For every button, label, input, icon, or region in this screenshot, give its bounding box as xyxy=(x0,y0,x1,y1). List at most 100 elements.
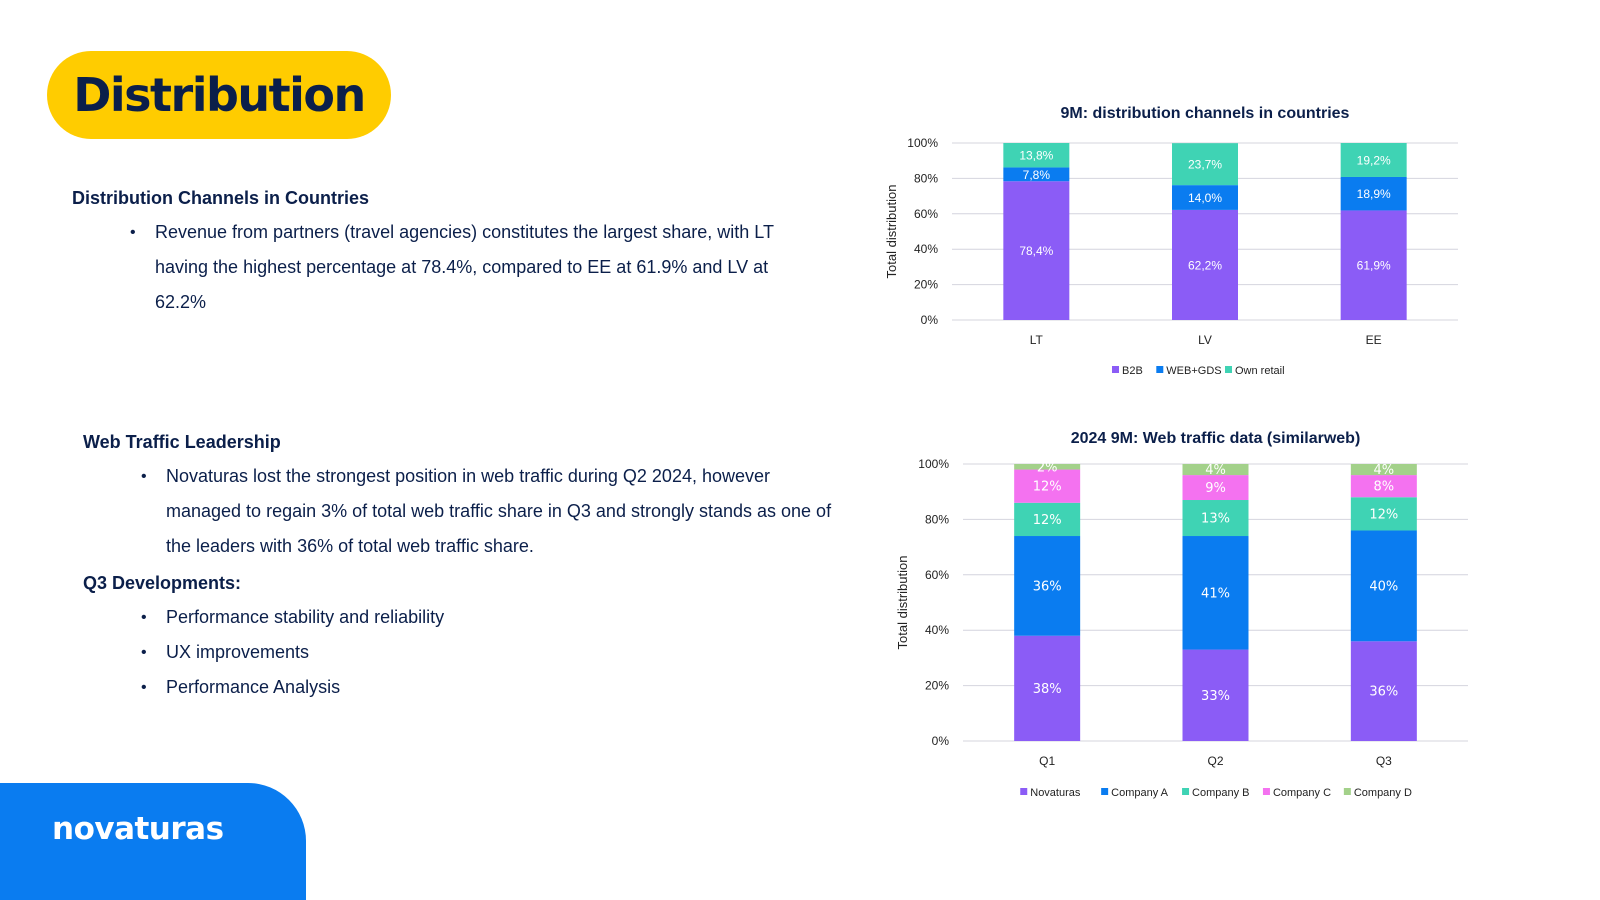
y-tick-label: 60% xyxy=(925,568,949,582)
data-label: 33% xyxy=(1201,689,1230,704)
bar-segment xyxy=(1340,210,1407,320)
legend-item: Novaturas xyxy=(1030,787,1081,799)
bar-segment xyxy=(1350,464,1417,476)
y-tick-label: 100% xyxy=(907,136,938,150)
bar-segment xyxy=(1182,500,1249,537)
data-label: 40% xyxy=(1369,579,1398,594)
data-label: 36% xyxy=(1033,579,1062,594)
legend-item: Company A xyxy=(1111,787,1169,799)
data-label: 4% xyxy=(1374,463,1395,478)
data-label: 8% xyxy=(1374,480,1395,495)
distribution-chart-svg: 9M: distribution channels in countries 0%… xyxy=(884,105,1458,377)
web-traffic-heading: Web Traffic Leadership xyxy=(83,432,281,452)
legend-item: Company C xyxy=(1273,787,1331,799)
y-tick-label: 0% xyxy=(921,313,939,327)
q3-heading: Q3 Developments: xyxy=(83,573,242,593)
web-traffic-chart: 2024 9M: Web traffic data (similarweb) 0%… xyxy=(880,420,1500,820)
bar-segment xyxy=(1014,469,1081,503)
data-label: 14,0% xyxy=(1188,191,1222,205)
legend-swatch xyxy=(1101,788,1109,795)
legend-item: Company B xyxy=(1192,787,1249,799)
distribution-bullet-1: Revenue from partners (travel agencies) … xyxy=(130,215,820,320)
q3-bullet-3: Performance Analysis xyxy=(141,670,741,705)
x-tick-label: Q3 xyxy=(1376,754,1392,768)
bar-segment xyxy=(1172,209,1238,320)
legend-swatch xyxy=(1182,788,1190,795)
distribution-heading: Distribution Channels in Countries xyxy=(72,188,370,208)
bar-segment xyxy=(1003,167,1070,182)
bar-segment xyxy=(1172,143,1238,186)
x-tick-label: Q1 xyxy=(1039,754,1055,768)
bar-segment xyxy=(1182,464,1249,476)
bar-segment xyxy=(1003,181,1070,320)
bar-segment xyxy=(1182,475,1249,501)
y-tick-label: 80% xyxy=(914,171,938,185)
legend-swatch xyxy=(1225,366,1232,373)
y-tick-label: 20% xyxy=(914,278,938,292)
bar-segment xyxy=(1182,649,1249,741)
page-title: Distribution xyxy=(73,68,366,122)
bar-segment xyxy=(1014,536,1081,636)
data-label: 7,8% xyxy=(1023,168,1051,182)
data-label: 41% xyxy=(1201,586,1230,601)
data-label: 2% xyxy=(1037,460,1058,475)
q3-bullet-2: UX improvements xyxy=(141,635,741,670)
web-traffic-bullet-1: Novaturas lost the strongest position in… xyxy=(141,459,841,564)
legend-swatch xyxy=(1020,788,1028,795)
y-tick-label: 40% xyxy=(925,623,949,637)
distribution-bullets: Revenue from partners (travel agencies) … xyxy=(130,215,820,320)
bar-segment xyxy=(1350,497,1417,531)
data-label: 23,7% xyxy=(1188,158,1222,172)
data-label: 13% xyxy=(1201,512,1230,527)
bar-segment xyxy=(1003,143,1070,168)
y-tick-label: 20% xyxy=(925,679,949,693)
chart-title: 9M: distribution channels in countries xyxy=(1061,105,1350,122)
x-tick-label: EE xyxy=(1366,333,1382,347)
y-tick-label: 80% xyxy=(925,512,949,526)
y-tick-label: 100% xyxy=(918,457,949,471)
data-label: 61,9% xyxy=(1357,259,1391,273)
y-tick-label: 40% xyxy=(914,242,938,256)
data-label: 12% xyxy=(1369,507,1398,522)
data-label: 12% xyxy=(1033,480,1062,495)
q3-bullets: Performance stability and reliability UX… xyxy=(141,600,741,705)
bar-segment xyxy=(1014,464,1081,470)
chart-title: 2024 9M: Web traffic data (similarweb) xyxy=(1071,430,1361,447)
legend-item: Own retail xyxy=(1235,365,1285,377)
data-label: 36% xyxy=(1369,685,1398,700)
legend-swatch xyxy=(1343,788,1351,795)
data-label: 12% xyxy=(1033,513,1062,528)
data-label: 18,9% xyxy=(1357,187,1391,201)
legend-item: B2B xyxy=(1122,365,1143,377)
data-label: 4% xyxy=(1205,463,1226,478)
data-label: 78,4% xyxy=(1019,244,1053,258)
distribution-chart: 9M: distribution channels in countries 0%… xyxy=(870,95,1490,395)
data-label: 13,8% xyxy=(1019,149,1053,163)
bar-segment xyxy=(1340,176,1407,211)
bar-segment xyxy=(1014,502,1081,537)
legend-swatch xyxy=(1262,788,1270,795)
data-label: 9% xyxy=(1205,481,1226,496)
y-axis-label: Total distribution xyxy=(884,185,899,279)
q3-bullet-1: Performance stability and reliability xyxy=(141,600,741,635)
bar-segment xyxy=(1340,143,1407,177)
bar-segment xyxy=(1350,475,1417,498)
y-axis-label: Total distribution xyxy=(895,556,910,650)
novaturas-logo: novaturas xyxy=(52,811,224,847)
legend-item: Company D xyxy=(1354,787,1412,799)
logo-text: novaturas xyxy=(52,811,224,847)
y-tick-label: 0% xyxy=(932,734,950,748)
data-label: 19,2% xyxy=(1357,153,1391,167)
page-title-pill: Distribution xyxy=(47,51,391,139)
web-traffic-bullets: Novaturas lost the strongest position in… xyxy=(141,459,841,564)
data-label: 62,2% xyxy=(1188,258,1222,272)
legend-item: WEB+GDS xyxy=(1166,365,1221,377)
web-traffic-chart-svg: 2024 9M: Web traffic data (similarweb) 0%… xyxy=(895,430,1468,799)
bar-segment xyxy=(1182,536,1249,650)
bar-segment xyxy=(1014,635,1081,741)
x-tick-label: LT xyxy=(1030,333,1044,347)
x-tick-label: LV xyxy=(1198,333,1212,347)
data-label: 38% xyxy=(1033,682,1062,697)
bar-segment xyxy=(1350,641,1417,741)
legend-swatch xyxy=(1156,366,1164,373)
